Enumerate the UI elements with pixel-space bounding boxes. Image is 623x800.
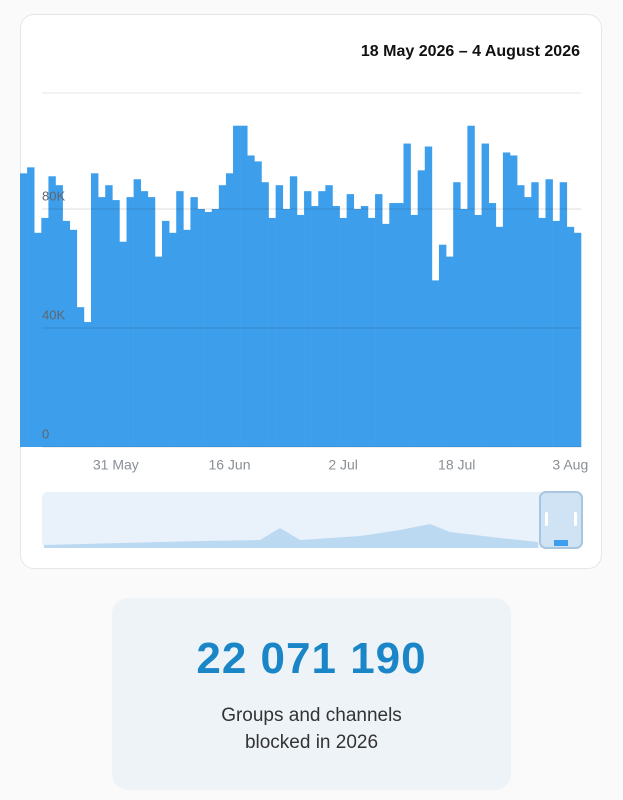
bar <box>147 197 156 447</box>
bar <box>453 182 461 447</box>
bar <box>20 173 28 448</box>
bar <box>481 143 489 448</box>
bar <box>318 191 326 447</box>
bar <box>410 214 418 447</box>
chart-title: 18 May 2026 – 4 August 2026 <box>361 43 580 60</box>
bar <box>367 217 376 447</box>
bar <box>325 185 333 447</box>
bar <box>41 217 49 447</box>
bar <box>133 179 142 447</box>
bar <box>509 155 518 447</box>
bar <box>524 197 532 447</box>
x-tick-label: 18 Jul <box>438 457 475 473</box>
bar <box>275 185 284 447</box>
bar <box>183 229 191 447</box>
stat-value: 22 071 190 <box>196 634 427 683</box>
bar <box>289 176 298 447</box>
bar <box>91 173 99 448</box>
stat-caption: blocked in 2026 <box>244 732 379 753</box>
bar <box>517 185 525 447</box>
bar <box>140 191 149 447</box>
navigator-window[interactable] <box>539 491 583 549</box>
bar <box>211 209 220 447</box>
bar <box>495 226 504 447</box>
bar <box>190 197 198 447</box>
bar <box>254 161 262 447</box>
bar <box>460 209 468 447</box>
bar <box>112 200 120 447</box>
bar <box>247 155 255 447</box>
bar <box>48 176 56 447</box>
x-tick-label: 2 Jul <box>328 457 358 473</box>
bar <box>311 206 319 447</box>
bar <box>339 217 347 447</box>
bar <box>76 307 85 447</box>
bar <box>467 125 475 447</box>
bar <box>83 322 92 447</box>
bar <box>197 209 205 447</box>
bar <box>389 203 397 447</box>
bar <box>304 191 312 447</box>
stat-caption: Groups and channels <box>221 705 402 726</box>
bar <box>55 185 63 447</box>
x-tick-label: 16 Jun <box>208 457 250 473</box>
bar <box>552 220 560 447</box>
bar <box>382 223 390 447</box>
bar <box>424 146 433 447</box>
y-tick-label: 0 <box>42 426 49 441</box>
y-tick-label: 80K <box>42 188 65 203</box>
bar <box>233 125 241 447</box>
handle[interactable] <box>574 512 577 526</box>
bar <box>119 241 127 447</box>
bar <box>502 152 511 447</box>
bar <box>346 194 355 447</box>
bar <box>105 185 113 447</box>
bar <box>98 197 106 447</box>
bar <box>268 217 276 447</box>
bar <box>431 280 440 447</box>
bar <box>69 229 78 447</box>
bar <box>154 256 163 447</box>
bar <box>566 226 575 447</box>
bar <box>176 191 184 447</box>
bar <box>332 206 340 447</box>
bar <box>538 217 546 447</box>
handle[interactable] <box>545 512 548 526</box>
bar <box>375 194 383 447</box>
bar <box>62 220 71 447</box>
bar <box>531 182 539 447</box>
bar <box>261 182 269 447</box>
bar <box>396 203 404 447</box>
bar <box>438 244 447 447</box>
bar <box>204 211 213 447</box>
bar <box>573 232 582 447</box>
bar <box>282 209 291 447</box>
bar <box>34 232 42 447</box>
bar <box>360 206 369 447</box>
bar <box>218 185 227 447</box>
bar <box>417 170 426 447</box>
bar <box>446 256 454 447</box>
stat-card: 22 071 190 Groups and channels blocked i… <box>112 598 511 790</box>
bar <box>474 214 482 447</box>
bar <box>353 209 362 447</box>
y-tick-label: 40K <box>42 307 65 322</box>
x-tick-label: 3 Aug <box>552 457 588 473</box>
bar <box>545 179 553 447</box>
bar <box>225 173 234 448</box>
bar <box>296 214 305 447</box>
bar <box>240 125 248 447</box>
bar <box>27 167 35 447</box>
bar <box>126 197 134 447</box>
bar <box>488 203 497 447</box>
bar <box>403 143 411 448</box>
navigator-preview <box>44 524 538 548</box>
bar <box>169 232 177 447</box>
navigator-window-preview <box>554 540 568 546</box>
bar <box>162 220 170 447</box>
x-tick-label: 31 May <box>93 457 139 473</box>
chart: 18 May 2026 – 4 August 2026 31 May 16 Jun… <box>20 43 588 549</box>
bar <box>559 182 568 447</box>
